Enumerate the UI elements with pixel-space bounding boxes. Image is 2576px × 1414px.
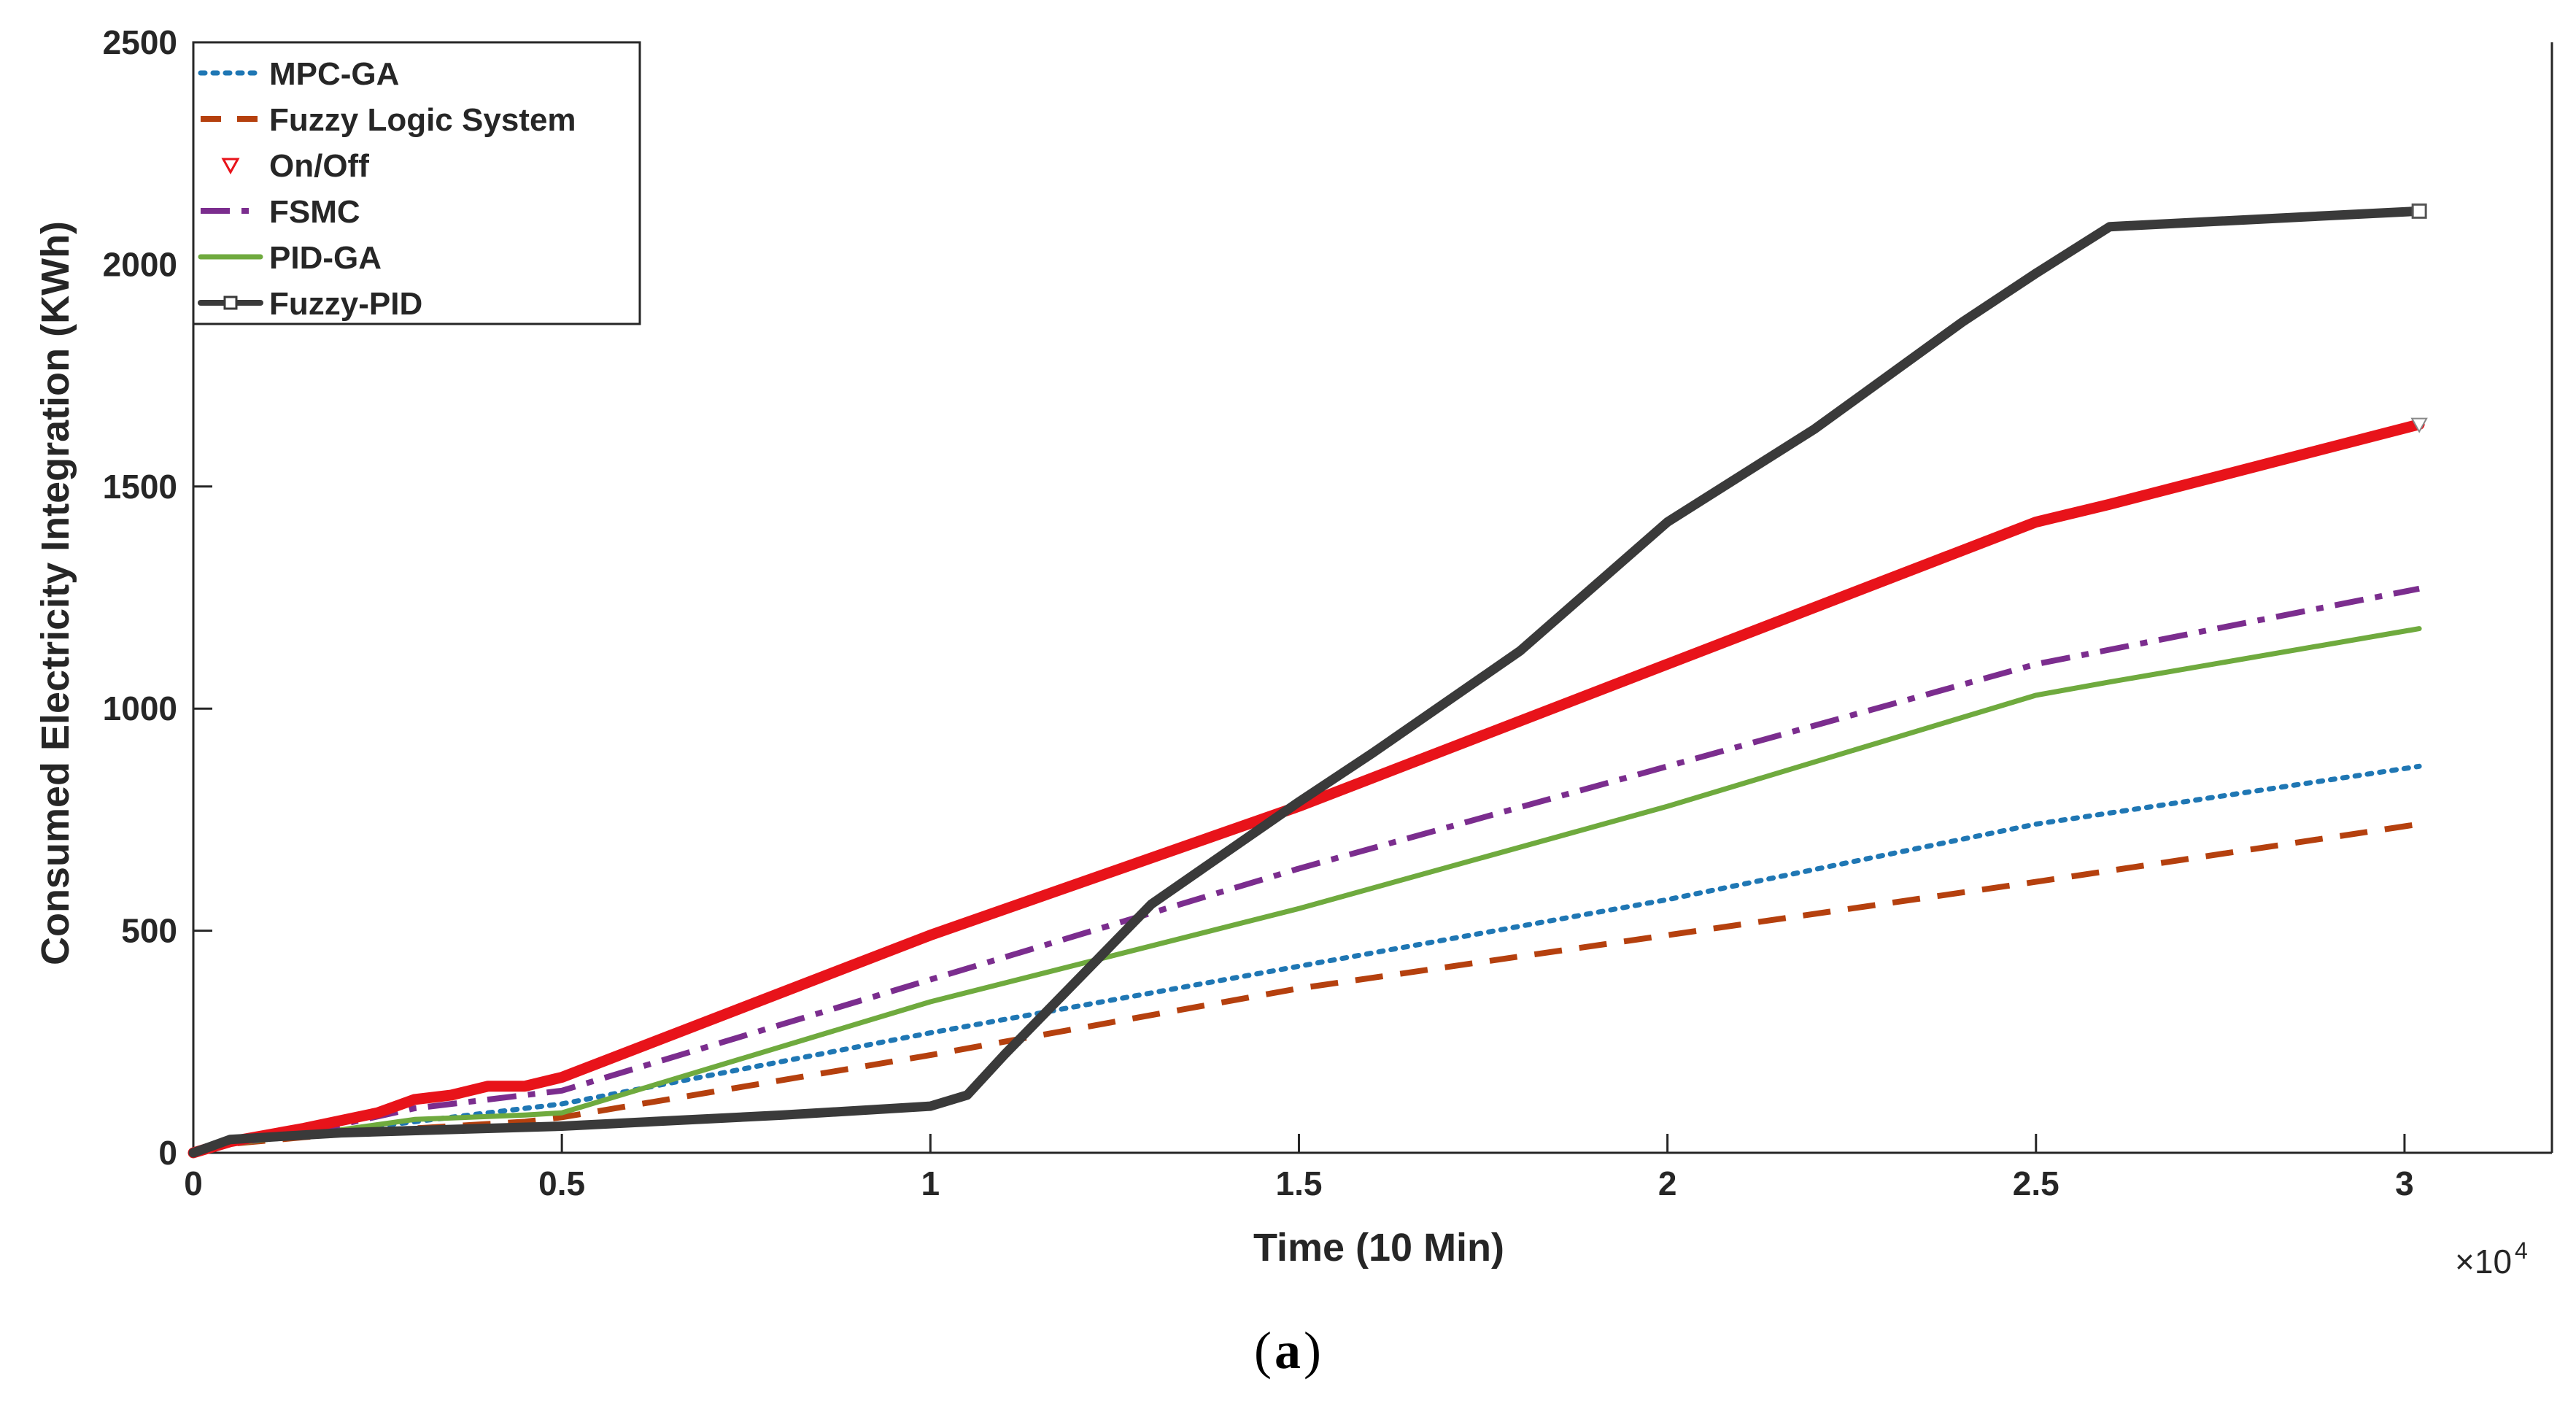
x-tick-label: 3 bbox=[2395, 1164, 2414, 1202]
series-line-fuzzy-pid bbox=[188, 206, 2424, 1158]
legend: MPC-GA Fuzzy Logic System On/Off FSMC PID-GA… bbox=[192, 41, 641, 325]
legend-box bbox=[192, 41, 641, 325]
y-tick-label: 0 bbox=[158, 1134, 177, 1172]
series-line-fuzzy-logic-system bbox=[193, 821, 2420, 1156]
legend-label: On/Off bbox=[269, 148, 369, 184]
legend-label: PID-GA bbox=[269, 240, 382, 276]
legend-label: MPC-GA bbox=[269, 56, 399, 92]
legend-marker-on-off bbox=[221, 158, 240, 175]
legend-marker-fuzzy-pid bbox=[223, 295, 238, 310]
x-exponent: ×10 4 bbox=[2455, 1237, 2528, 1280]
x-tick-label: 0 bbox=[184, 1164, 203, 1202]
labels: Time (10 Min) Consumed Electricity Integ… bbox=[34, 221, 2528, 1380]
axes: 0 0.5 1 1.5 2 2.5 3 0 500 1000 1500 2000 2500 bbox=[103, 23, 2553, 1202]
series-end-marker bbox=[2410, 417, 2428, 433]
x-tick-label: 2.5 bbox=[2013, 1164, 2059, 1202]
y-axis-title: Consumed Electricity Integration (KWh) bbox=[34, 221, 77, 965]
series-line-on-off bbox=[187, 419, 2425, 1159]
x-exponent-base: ×10 bbox=[2455, 1243, 2512, 1280]
legend-label: Fuzzy Logic System bbox=[269, 102, 576, 138]
figure-caption: ( a ) bbox=[1254, 1321, 1321, 1380]
caption-close-paren: ) bbox=[1304, 1321, 1321, 1380]
x-tick-label: 0.5 bbox=[538, 1164, 585, 1202]
caption-open-paren: ( bbox=[1254, 1321, 1272, 1380]
x-tick-label: 1.5 bbox=[1275, 1164, 1322, 1202]
y-tick-label: 1000 bbox=[103, 689, 177, 727]
y-tick-label: 2000 bbox=[103, 245, 177, 283]
y-tick-label: 1500 bbox=[103, 468, 177, 506]
y-tick-label: 500 bbox=[121, 912, 177, 950]
series-end-marker bbox=[2411, 203, 2427, 219]
legend-label: Fuzzy-PID bbox=[269, 286, 422, 322]
legend-label: FSMC bbox=[269, 194, 360, 230]
x-tick-label: 2 bbox=[1658, 1164, 1677, 1202]
x-axis-title: Time (10 Min) bbox=[1253, 1226, 1504, 1270]
caption-letter: a bbox=[1275, 1321, 1301, 1380]
x-exponent-power: 4 bbox=[2515, 1237, 2528, 1264]
x-tick-label: 1 bbox=[921, 1164, 940, 1202]
y-tick-label: 2500 bbox=[103, 23, 177, 61]
plot-series bbox=[187, 203, 2428, 1159]
